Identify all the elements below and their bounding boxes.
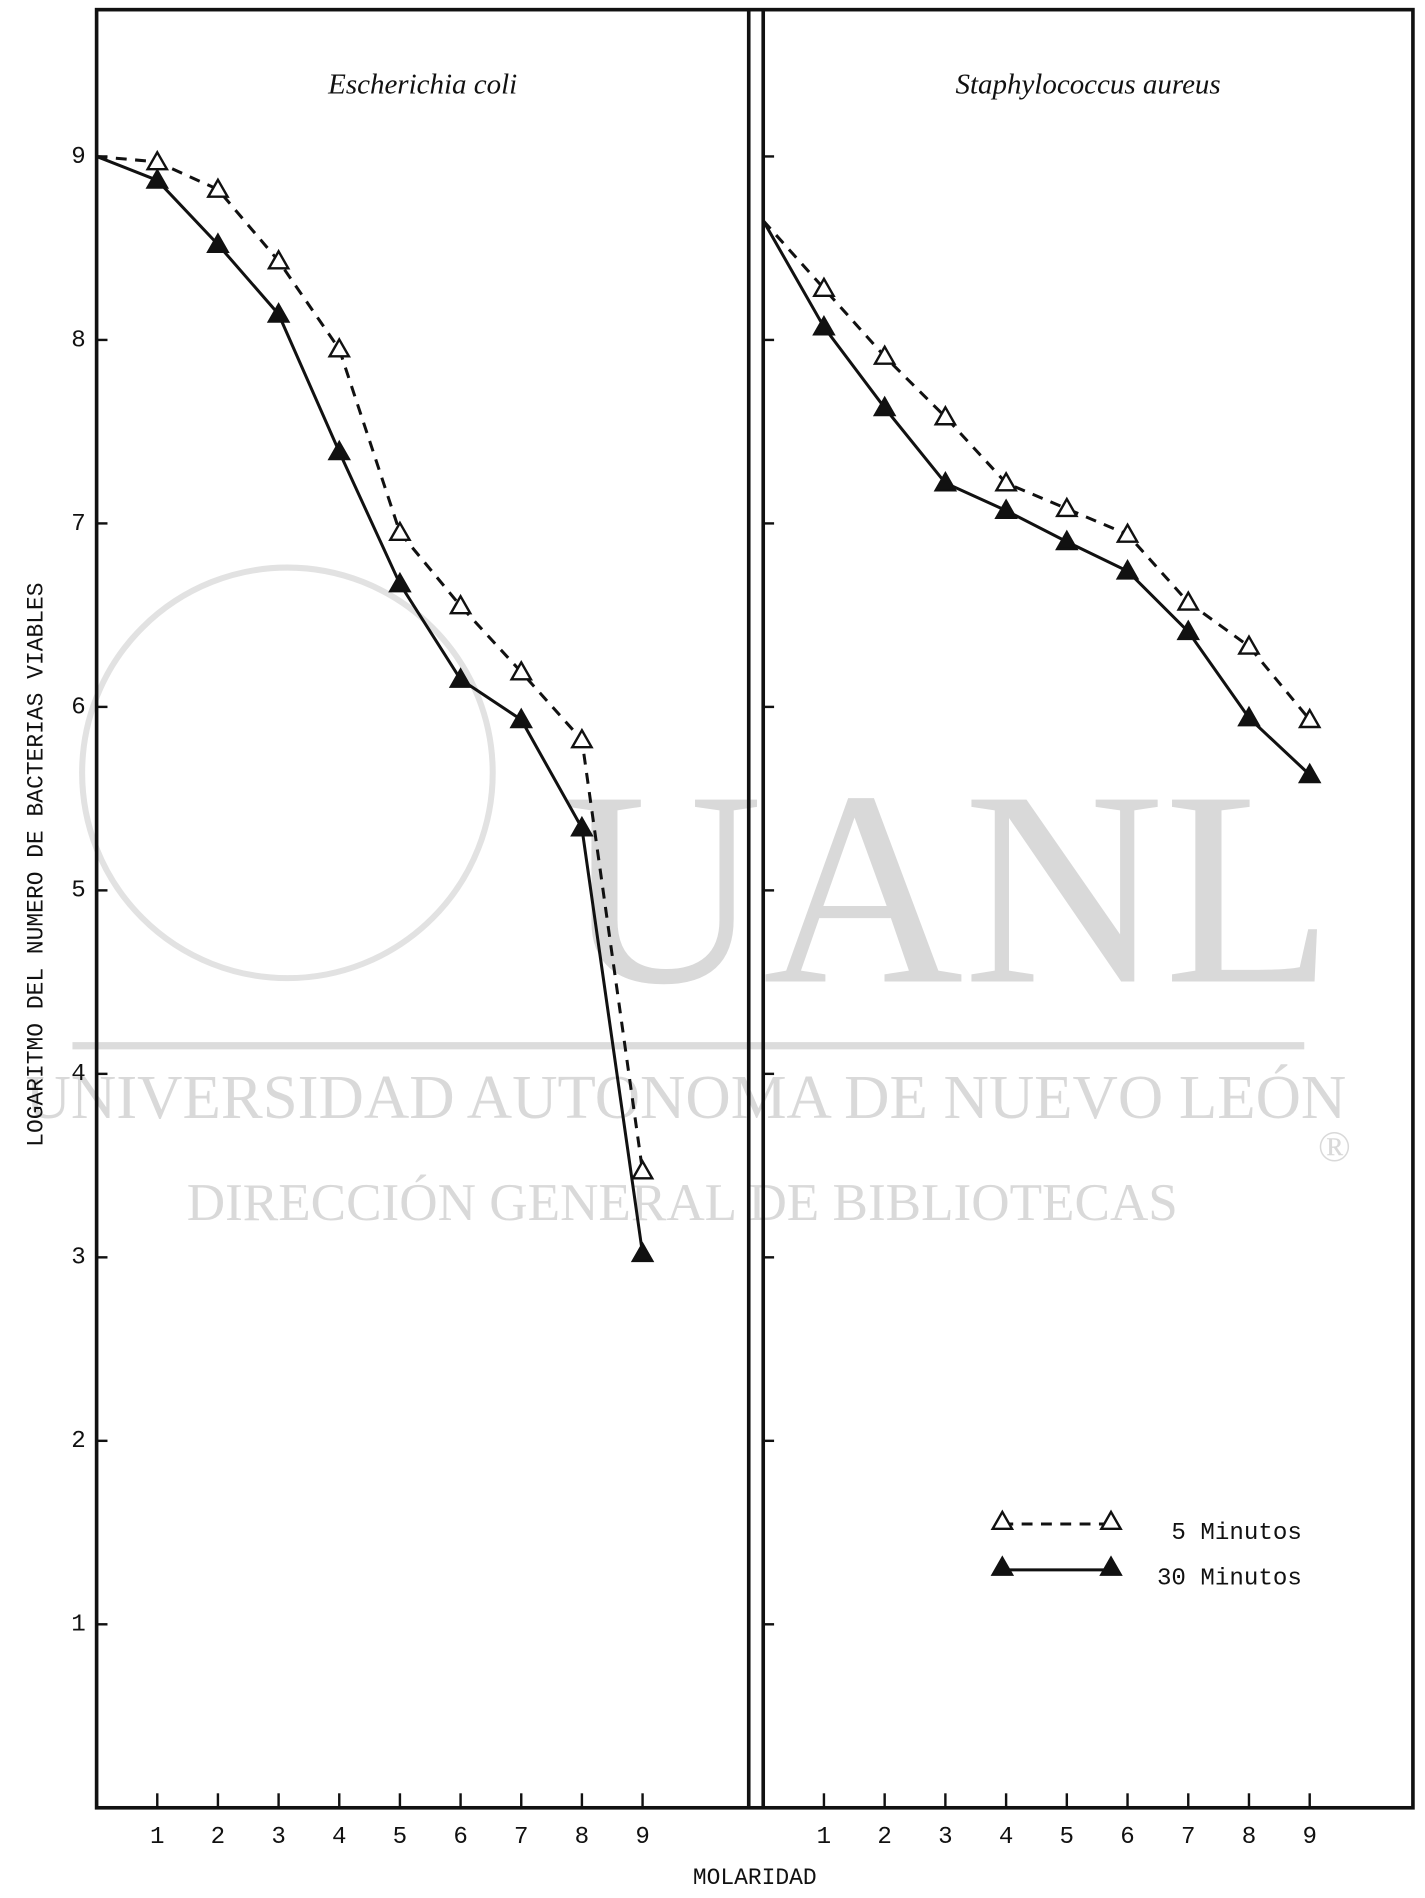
- watermark-logo: UANL: [562, 735, 1333, 1043]
- data-point: [388, 571, 412, 593]
- data-point: [1237, 634, 1261, 655]
- series-line: [762, 219, 1311, 721]
- x-tick-label: 8: [1242, 1824, 1257, 1851]
- y-tick-label: 2: [71, 1428, 86, 1455]
- data-point: [1237, 705, 1261, 727]
- data-point: [812, 314, 836, 336]
- data-point: [1055, 496, 1079, 518]
- x-tick-label: 6: [453, 1824, 468, 1851]
- data-point: [1176, 619, 1201, 641]
- y-tick-label: 7: [71, 511, 86, 538]
- y-tick-label: 8: [71, 327, 86, 354]
- x-tick-label: 9: [635, 1824, 650, 1851]
- watermark-line2: DIRECCIÓN GENERAL DE BIBLIOTECAS: [187, 1174, 1178, 1232]
- x-tick-label: 2: [211, 1824, 226, 1851]
- x-tick-label: 7: [1181, 1824, 1196, 1851]
- data-point: [1115, 522, 1140, 543]
- data-point: [933, 404, 958, 426]
- data-point: [206, 232, 230, 253]
- x-tick-label: 2: [877, 1824, 892, 1851]
- legend-marker: [990, 1509, 1015, 1531]
- legend-marker: [1099, 1555, 1123, 1576]
- series-line: [96, 154, 645, 1172]
- data-point: [509, 707, 533, 729]
- x-tick-label: 5: [1060, 1824, 1075, 1851]
- x-tick-label: 7: [514, 1824, 529, 1851]
- data-point: [630, 1159, 655, 1180]
- x-tick-label: 8: [575, 1824, 590, 1851]
- watermark-mark: ®: [1318, 1123, 1351, 1171]
- data-point: [266, 248, 291, 270]
- x-axis-label: MOLARIDAD: [693, 1865, 817, 1891]
- y-tick-label: 1: [71, 1612, 86, 1639]
- watermark-line1: UNIVERSIDAD AUTONOMA DE NUEVO LEÓN: [26, 1062, 1347, 1132]
- y-tick-label: 9: [71, 144, 86, 171]
- x-tick-label: 1: [150, 1824, 165, 1851]
- y-tick-label: 5: [71, 878, 86, 905]
- series-line: [96, 155, 645, 1254]
- data-point: [1115, 559, 1140, 580]
- legend-marker: [1099, 1509, 1123, 1531]
- data-point: [448, 593, 473, 615]
- x-tick-label: 3: [271, 1824, 286, 1851]
- data-point: [266, 302, 291, 323]
- legend-marker: [990, 1555, 1015, 1576]
- data-point: [509, 659, 533, 681]
- data-point: [206, 177, 230, 198]
- x-tick-label: 1: [817, 1824, 832, 1851]
- data-point: [872, 344, 897, 365]
- data-point: [327, 439, 352, 461]
- data-point: [1176, 590, 1201, 611]
- data-point: [327, 337, 352, 358]
- x-tick-label: 3: [938, 1824, 953, 1851]
- data-point: [388, 520, 412, 542]
- data-point: [448, 667, 473, 688]
- y-tick-label: 6: [71, 694, 86, 721]
- data-point: [872, 395, 897, 417]
- panel-title: Escherichia coli: [327, 69, 517, 101]
- x-tick-label: 5: [393, 1824, 408, 1851]
- x-tick-label: 9: [1302, 1824, 1317, 1851]
- data-point: [570, 727, 594, 749]
- watermark: UANL UNIVERSIDAD AUTONOMA DE NUEVO LEÓN …: [26, 564, 1351, 1232]
- y-tick-label: 4: [71, 1061, 86, 1088]
- x-tick-label: 4: [999, 1824, 1014, 1851]
- data-point: [145, 149, 170, 171]
- data-point: [1055, 529, 1079, 551]
- data-point: [994, 498, 1018, 520]
- x-tick-label: 4: [332, 1824, 347, 1851]
- watermark-seal: [79, 564, 496, 982]
- data-point: [630, 1241, 655, 1263]
- x-tick-label: 6: [1120, 1824, 1135, 1851]
- data-point: [1297, 707, 1322, 729]
- data-point: [994, 470, 1018, 492]
- frame: [94, 7, 1415, 1810]
- y-tick-label: 3: [71, 1245, 86, 1272]
- panel-title: Staphylococcus aureus: [955, 69, 1220, 101]
- legend-label: 5 Minutos: [1171, 1520, 1301, 1547]
- data-point: [570, 815, 594, 837]
- data-point: [933, 470, 958, 492]
- data-point: [145, 168, 170, 189]
- y-axis-label: LOGARITMO DEL NUMERO DE BACTERIAS VIABLE…: [23, 582, 49, 1146]
- data-point: [1297, 762, 1322, 784]
- legend-label: 30 Minutos: [1157, 1566, 1302, 1593]
- data-point: [812, 276, 836, 298]
- series-line: [761, 219, 1311, 776]
